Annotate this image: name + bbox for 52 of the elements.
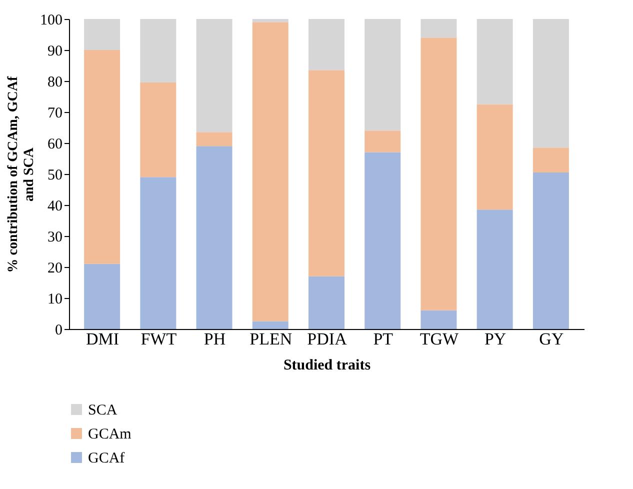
x-tick-label: DMI: [86, 330, 120, 348]
y-tick-label: 10: [48, 292, 62, 308]
bar: [476, 210, 513, 329]
y-tick-label: 90: [48, 44, 62, 60]
x-tick-label: GY: [539, 330, 564, 348]
y-tick-label: 40: [48, 198, 62, 214]
bar: [308, 70, 344, 276]
bar: [196, 19, 232, 132]
bar: [476, 104, 513, 210]
y-tick-label: 50: [48, 168, 62, 184]
bar: [420, 38, 457, 310]
bar: [532, 148, 569, 172]
x-tick-label: TGW: [420, 330, 460, 348]
legend-label: SCA: [88, 402, 118, 418]
x-tick-label: PT: [373, 330, 394, 348]
bar: [532, 172, 569, 329]
bar: [140, 177, 176, 329]
y-axis-title: % contribution of GCAm, GCAf and SCA: [6, 76, 37, 273]
y-tick-label: 60: [48, 136, 62, 152]
bar: [476, 19, 513, 104]
bar: [364, 130, 401, 152]
bar: [252, 19, 288, 22]
bar: [364, 19, 401, 131]
x-tick-label: PY: [484, 330, 506, 348]
x-tick-label: PH: [204, 330, 226, 348]
bar: [420, 310, 457, 329]
bar: [252, 321, 288, 329]
x-tick-label: PLEN: [250, 330, 292, 348]
bar: [196, 132, 232, 146]
bar: [308, 19, 344, 70]
y-tick-label: 30: [48, 230, 62, 246]
legend-label: GCAm: [88, 426, 132, 442]
y-tick-label: 70: [48, 106, 62, 122]
bar: [140, 19, 176, 83]
bar: [140, 82, 176, 178]
bar: [308, 276, 344, 329]
legend-label: GCAf: [88, 450, 125, 466]
y-tick-label: 0: [55, 322, 62, 338]
y-tick-label: 20: [48, 260, 62, 276]
x-axis-title: Studied traits: [283, 358, 371, 374]
bar: [364, 152, 401, 329]
bar: [84, 264, 120, 329]
x-tick-label: PDIA: [307, 330, 348, 348]
bar: [196, 146, 232, 329]
bar: [84, 50, 120, 264]
bar: [84, 19, 120, 50]
bar: [252, 22, 288, 322]
y-tick-label: 80: [48, 74, 62, 90]
bar: [420, 19, 457, 38]
bar: [532, 19, 569, 148]
x-tick-label: FWT: [140, 330, 178, 348]
y-tick-label: 100: [40, 12, 62, 28]
